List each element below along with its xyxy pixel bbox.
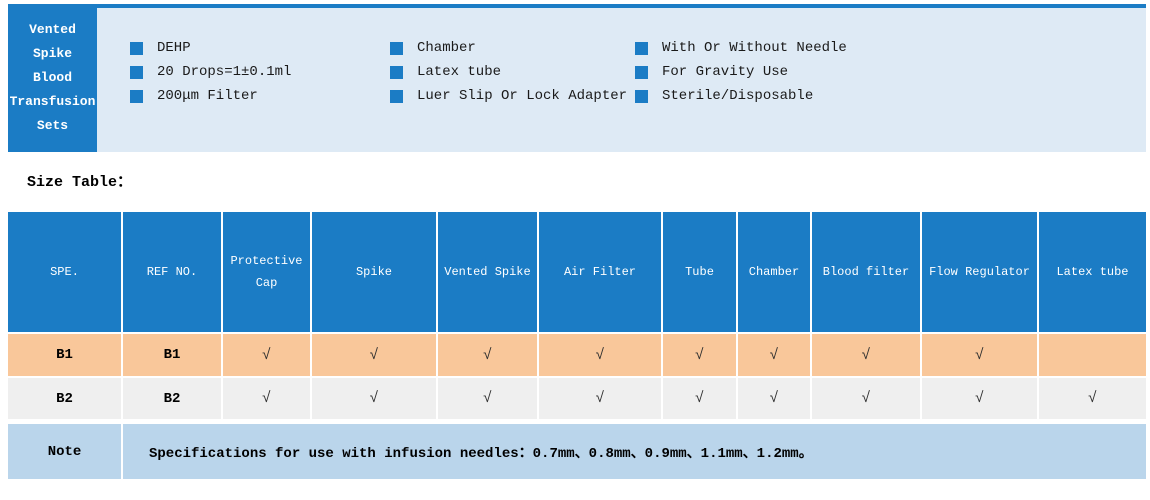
check-cell: √ (663, 334, 736, 376)
title-line: Sets (36, 118, 69, 133)
feature-item: 20 Drops=1±0.1ml (130, 60, 390, 84)
column-header-vented-spike: Vented Spike (438, 212, 537, 332)
column-header-tube: Tube (663, 212, 736, 332)
feature-label: With Or Without Needle (662, 40, 847, 56)
product-title: Vented Spike Blood Transfusion Sets (8, 4, 97, 152)
feature-item: 200μm Filter (130, 84, 390, 108)
feature-label: 20 Drops=1±0.1ml (157, 64, 292, 80)
feature-label: Chamber (417, 40, 476, 56)
bullet-square-icon (390, 89, 403, 103)
column-header-latex-tube: Latex tube (1039, 212, 1146, 332)
check-cell: √ (738, 378, 810, 419)
feature-column: DEHP 20 Drops=1±0.1ml 200μm Filter (130, 36, 390, 152)
column-header-blood-filter: Blood filter (812, 212, 920, 332)
check-cell: √ (312, 378, 436, 419)
feature-item: Chamber (390, 36, 635, 60)
check-cell: √ (922, 378, 1037, 419)
title-line: Transfusion (9, 94, 96, 109)
column-header-flow-regulator: Flow Regulator (922, 212, 1037, 332)
check-cell: √ (1039, 378, 1146, 419)
feature-label: Sterile/Disposable (662, 88, 814, 104)
check-cell: √ (539, 334, 661, 376)
note-label: Note (8, 424, 121, 479)
title-line: Spike (32, 46, 72, 61)
column-header-chamber: Chamber (738, 212, 810, 332)
check-cell: √ (663, 378, 736, 419)
size-table: SPE. REF NO. Protective Cap Spike Vented… (8, 212, 1146, 479)
check-cell: √ (438, 378, 537, 419)
feature-label: Luer Slip Or Lock Adapter (417, 88, 628, 104)
check-cell: √ (438, 334, 537, 376)
cell-ref-b1: B1 (123, 334, 221, 376)
bullet-square-icon (635, 89, 648, 103)
title-line: Blood (32, 70, 72, 85)
feature-item: For Gravity Use (635, 60, 847, 84)
feature-list: DEHP 20 Drops=1±0.1ml 200μm Filter Chamb… (97, 4, 1146, 152)
feature-item: DEHP (130, 36, 390, 60)
bullet-square-icon (390, 65, 403, 79)
feature-label: DEHP (157, 40, 191, 56)
bullet-square-icon (130, 89, 143, 103)
check-cell: √ (223, 378, 310, 419)
feature-column: With Or Without Needle For Gravity Use S… (635, 36, 847, 152)
check-cell: √ (223, 334, 310, 376)
feature-item: With Or Without Needle (635, 36, 847, 60)
check-cell-empty (1039, 334, 1146, 376)
bullet-square-icon (130, 41, 143, 55)
bullet-square-icon (635, 41, 648, 55)
check-cell: √ (738, 334, 810, 376)
cell-spe-b1: B1 (8, 334, 121, 376)
feature-item: Latex tube (390, 60, 635, 84)
size-table-grid: SPE. REF NO. Protective Cap Spike Vented… (8, 212, 1146, 419)
check-cell: √ (922, 334, 1037, 376)
size-table-label: Size Table： (27, 174, 133, 191)
check-cell: √ (312, 334, 436, 376)
check-cell: √ (539, 378, 661, 419)
feature-column: Chamber Latex tube Luer Slip Or Lock Ada… (390, 36, 635, 152)
product-header: Vented Spike Blood Transfusion Sets DEHP… (8, 4, 1146, 152)
feature-item: Sterile/Disposable (635, 84, 847, 108)
column-header-air-filter: Air Filter (539, 212, 661, 332)
check-cell: √ (812, 378, 920, 419)
column-header-spike: Spike (312, 212, 436, 332)
bullet-square-icon (390, 41, 403, 55)
feature-label: For Gravity Use (662, 64, 789, 80)
bullet-square-icon (635, 65, 648, 79)
bullet-square-icon (130, 65, 143, 79)
column-header-spe: SPE. (8, 212, 121, 332)
feature-label: Latex tube (417, 64, 502, 80)
check-cell: √ (812, 334, 920, 376)
cell-ref-b2: B2 (123, 378, 221, 419)
column-header-ref-no: REF NO. (123, 212, 221, 332)
feature-label: 200μm Filter (157, 88, 258, 104)
note-row: Note Specifications for use with infusio… (8, 424, 1146, 479)
title-line: Vented (29, 22, 76, 37)
feature-item: Luer Slip Or Lock Adapter (390, 84, 635, 108)
cell-spe-b2: B2 (8, 378, 121, 419)
column-header-protective-cap: Protective Cap (223, 212, 310, 332)
note-text: Specifications for use with infusion nee… (123, 424, 1146, 479)
